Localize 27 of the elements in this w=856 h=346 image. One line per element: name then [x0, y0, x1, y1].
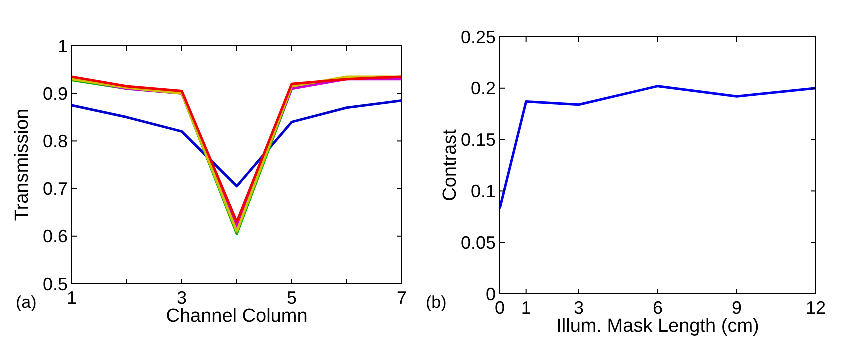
y-tick-label: 0.5: [42, 274, 68, 294]
x-tick-label: 12: [806, 298, 826, 318]
x-tick-label: 7: [396, 288, 408, 308]
y-tick-label: 0.7: [42, 179, 68, 200]
y-tick-label: 1: [58, 36, 68, 56]
y-tick-label: 0.05: [460, 232, 496, 253]
y-tick-label: 0.9: [42, 84, 68, 104]
y-tick-label: 0.8: [42, 132, 68, 152]
x-tick-label: 3: [176, 288, 188, 308]
x-tick-label: 3: [574, 298, 584, 318]
line-series: [70, 99, 404, 188]
y-axis-title: Contrast: [440, 128, 461, 202]
y-tick-label: 0.25: [460, 27, 496, 48]
y-tick-label: 0.6: [42, 226, 68, 247]
y-tick-label: 0.15: [460, 130, 496, 150]
x-axis-title: Illum. Mask Length (cm): [556, 316, 760, 337]
x-tick-label: 6: [652, 298, 664, 318]
x-tick-label: 9: [732, 298, 742, 318]
y-tick-label: 0.1: [470, 182, 496, 202]
line-series: [498, 85, 818, 210]
x-tick-label: 5: [286, 288, 298, 308]
text: (a): [16, 293, 37, 312]
x-axis-title: Channel Column: [166, 306, 308, 327]
x-tick-label: 1: [521, 298, 532, 318]
y-axis-title: Transmission: [12, 108, 33, 222]
text: (b): [426, 293, 447, 312]
y-tick-label: 0.2: [470, 78, 496, 99]
